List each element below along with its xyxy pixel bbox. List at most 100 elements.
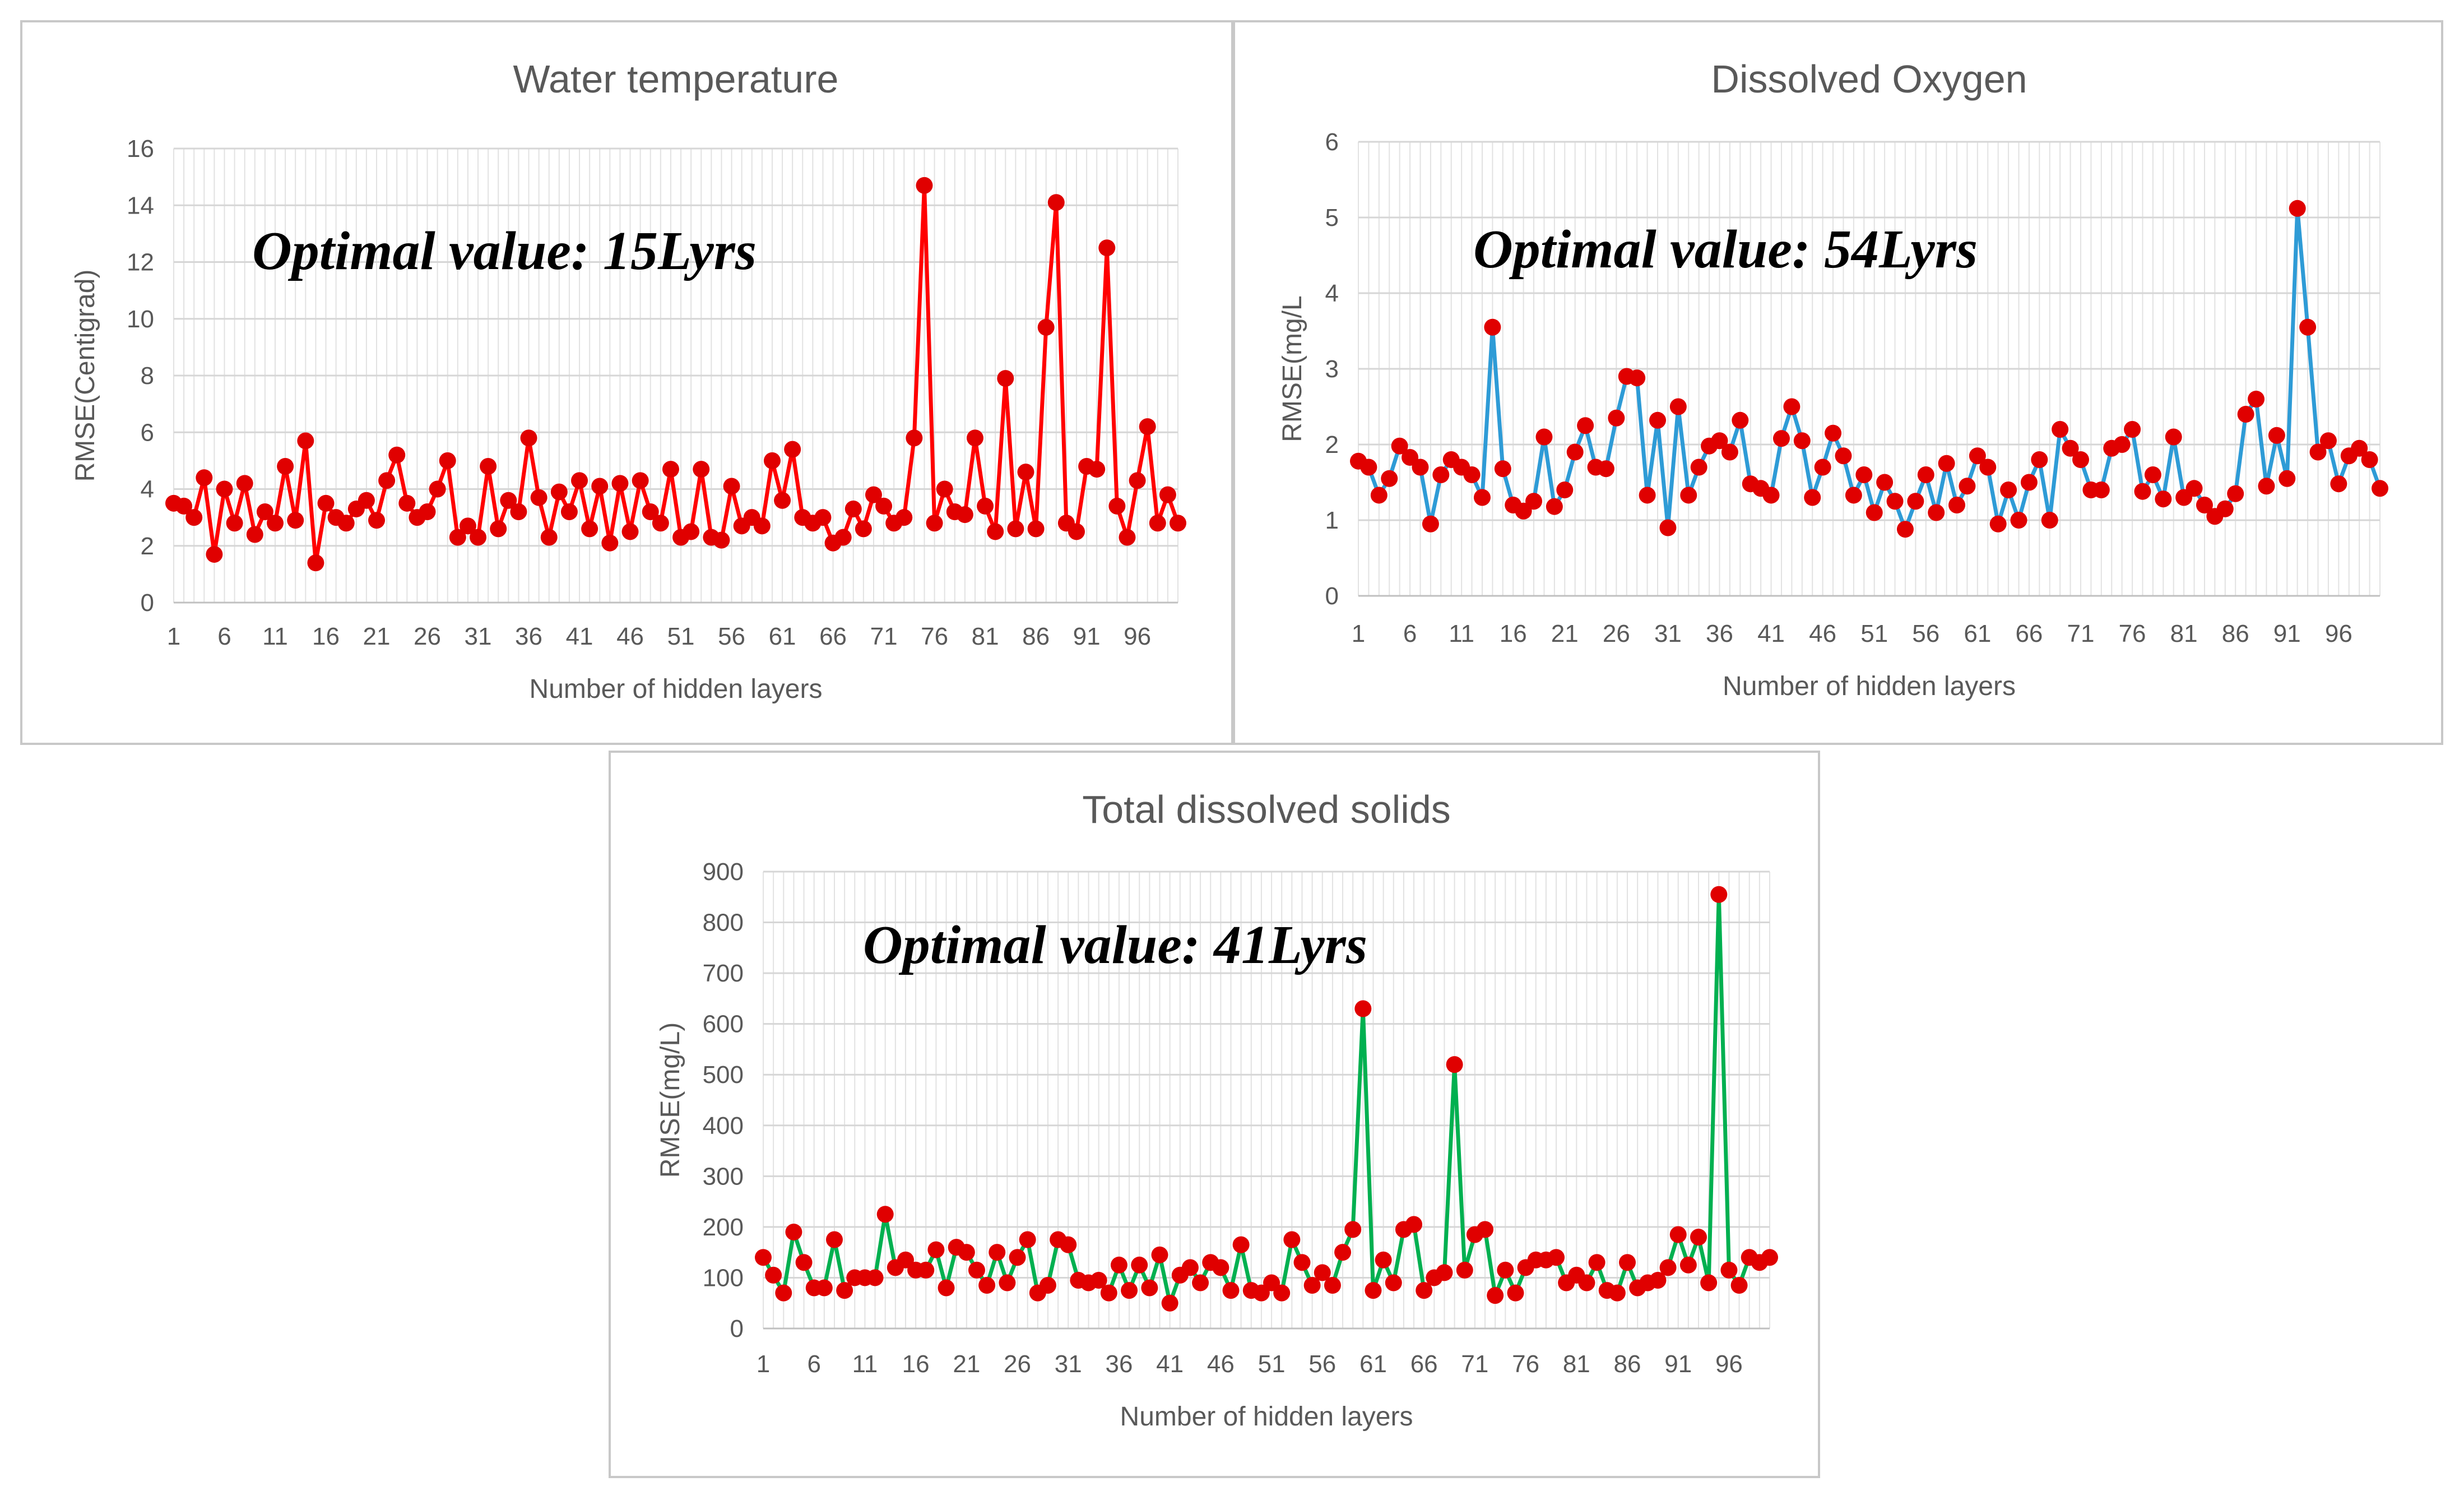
y-tick-label: 500 [703,1061,744,1089]
data-point [1283,1231,1301,1248]
data-point [1762,487,1780,504]
x-tick-label: 31 [1055,1350,1082,1378]
data-point [2092,482,2110,498]
x-tick-label: 1 [167,623,180,650]
data-point [1578,1274,1595,1291]
data-point [2289,200,2306,217]
data-point [1273,1284,1291,1302]
y-tick-label: 6 [1325,128,1339,156]
x-tick-label: 26 [1603,620,1630,647]
x-tick-label: 31 [1654,620,1682,647]
data-point [1548,1249,1565,1266]
data-point [2196,497,2213,513]
data-point [814,509,832,526]
data-point [753,517,771,535]
data-point [216,480,233,498]
y-axis-label: RMSE(Centigrad) [71,270,100,482]
data-point [490,520,507,538]
data-point [530,489,547,506]
data-point [2031,451,2048,468]
data-point [1473,489,1491,506]
data-point [916,177,933,194]
data-point [1039,1277,1056,1294]
data-point [865,486,882,503]
data-point [1711,432,1728,450]
data-point [968,1261,985,1279]
data-point [2144,466,2161,483]
data-point [775,1284,792,1302]
data-point [1412,459,1429,476]
data-point [1141,1279,1158,1297]
data-point [1422,515,1439,533]
y-tick-label: 1 [1325,507,1339,534]
data-point [1293,1254,1311,1271]
data-point [927,1241,945,1258]
y-tick-label: 5 [1325,204,1339,232]
data-point [834,529,852,546]
data-point [500,492,517,509]
data-point [683,523,700,540]
x-tick-label: 51 [1258,1350,1286,1378]
chart-title: Water temperature [513,57,839,101]
data-point [1649,1271,1667,1289]
y-tick-label: 3 [1325,355,1339,383]
data-point [987,523,1004,540]
data-point [1027,520,1045,538]
data-point [1232,1236,1250,1253]
data-point [1192,1274,1209,1291]
data-point [1825,424,1842,442]
data-point [763,452,781,469]
data-point [1416,1282,1433,1299]
data-point [815,1279,833,1297]
data-point [1761,1249,1778,1266]
x-tick-label: 66 [1410,1350,1438,1378]
optimal-value-annotation: Optimal value: 54Lyrs [1473,219,1978,280]
data-point [175,497,193,515]
data-point [1597,460,1614,478]
data-point [662,461,679,478]
data-point [1497,1261,1514,1279]
data-point [1131,1256,1148,1274]
data-point [1710,886,1728,903]
x-tick-label: 86 [1614,1350,1641,1378]
data-point [1886,493,1904,510]
data-point [591,478,609,495]
data-point [1149,515,1166,532]
data-point [866,1269,884,1286]
data-point [1525,493,1543,510]
data-point [581,520,598,538]
data-point [1608,409,1625,427]
data-point [1720,1261,1738,1279]
data-point [480,458,497,475]
data-point [378,472,396,489]
data-point [784,441,801,458]
data-point [774,492,791,509]
x-tick-label: 11 [1449,620,1474,647]
data-point [510,503,527,520]
data-point [875,497,893,515]
chart-title: Dissolved Oxygen [1711,57,2027,101]
x-tick-label: 41 [1757,620,1785,647]
data-point [1019,1231,1036,1248]
data-point [2041,512,2058,529]
data-point [1690,1229,1707,1246]
y-tick-label: 800 [703,909,744,937]
x-tick-label: 76 [2119,620,2146,647]
data-point [1365,1282,1382,1299]
data-point [1151,1246,1168,1263]
data-point [906,429,923,447]
data-point [1959,478,1976,495]
data-point [550,483,568,501]
data-point [1979,459,1997,476]
data-point [571,472,588,489]
data-point [1588,1254,1605,1271]
x-tick-label: 6 [1403,620,1417,647]
data-point [1344,1221,1362,1238]
x-tick-label: 6 [807,1350,820,1378]
data-point [1783,398,1801,415]
data-point [1639,487,1656,504]
data-point [855,520,872,538]
x-tick-label: 46 [616,623,644,650]
